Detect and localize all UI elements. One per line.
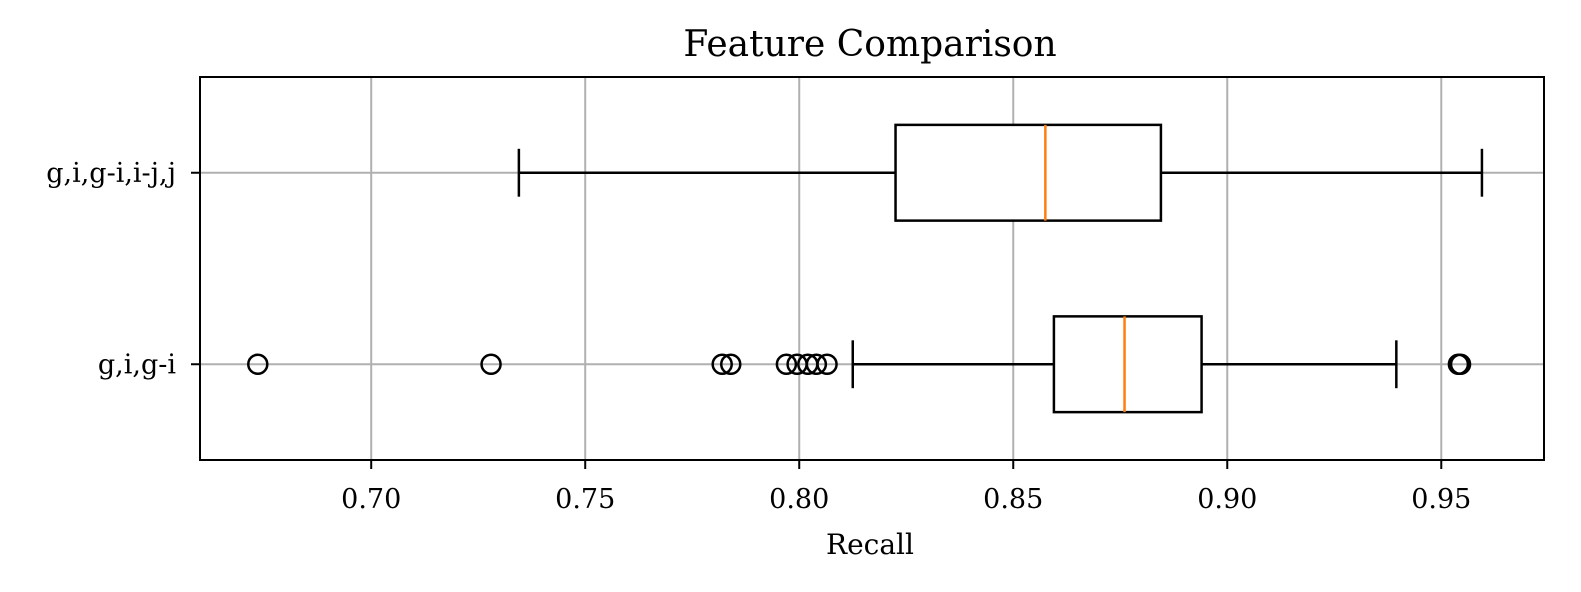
- x-tick-label: 0.80: [769, 484, 829, 515]
- chart-title: Feature Comparison: [683, 24, 1056, 65]
- outlier-point: [247, 353, 269, 375]
- y-tick-label: g,i,g-i: [98, 349, 176, 380]
- outlier-point: [816, 353, 838, 375]
- x-tick-label: 0.85: [983, 484, 1043, 515]
- box-series: [517, 123, 1484, 222]
- x-tick-label: 0.90: [1197, 484, 1257, 515]
- plot-frame: [199, 76, 1545, 461]
- x-axis-label: Recall: [826, 528, 914, 561]
- x-axis-ticks: 0.70 0.75 0.80 0.85 0.90 0.95: [341, 460, 1471, 515]
- x-tick-label: 0.75: [555, 484, 615, 515]
- outlier-point: [480, 353, 502, 375]
- outlier-point: [711, 353, 733, 375]
- y-axis-ticks: g,i,g-i g,i,g-i,i-j,j: [46, 158, 200, 380]
- box-series: [247, 315, 1472, 414]
- iqr-box: [894, 123, 1163, 222]
- outlier-point: [775, 353, 798, 375]
- iqr-box: [1052, 315, 1203, 414]
- grid-lines: [200, 77, 1544, 460]
- box-plots: [247, 123, 1484, 414]
- outlier-point: [805, 353, 828, 375]
- outlier-point: [720, 353, 742, 375]
- x-tick-label: 0.95: [1411, 484, 1471, 515]
- x-tick-label: 0.70: [341, 484, 401, 515]
- y-tick-label: g,i,g-i,i-j,j: [46, 158, 176, 189]
- outlier-point: [1449, 353, 1472, 375]
